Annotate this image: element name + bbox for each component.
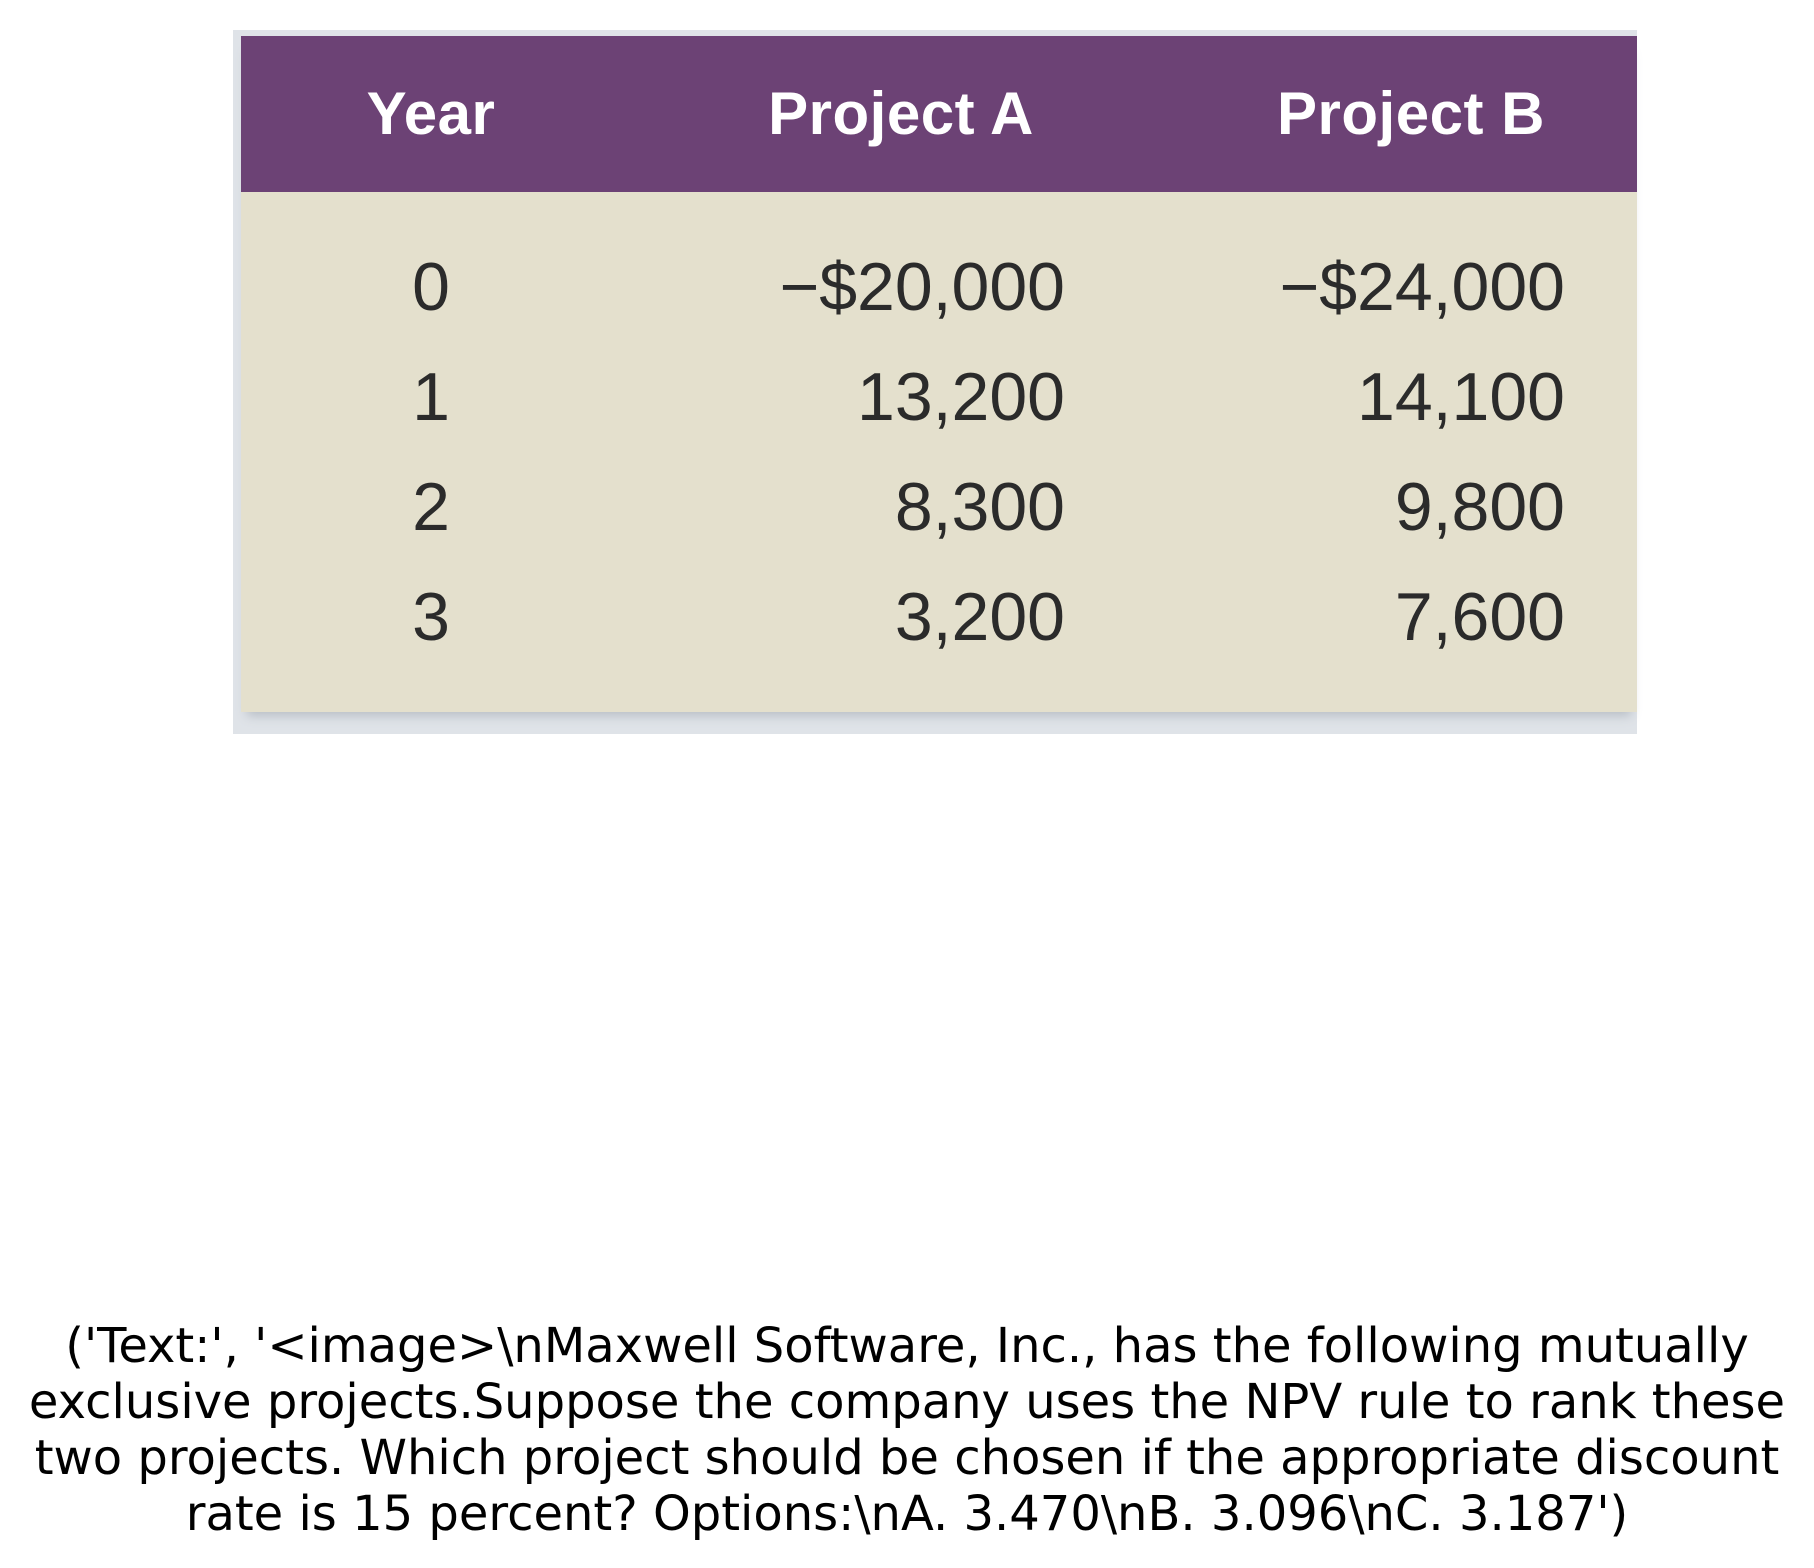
table-header-row: Year Project A Project B (241, 36, 1637, 192)
table-row: 3 3,200 7,600 (241, 562, 1637, 672)
header-project-b: Project B (1277, 80, 1545, 147)
table-row: 2 8,300 9,800 (241, 452, 1637, 562)
cell-project-a: 3,200 (894, 579, 1065, 655)
cell-year: 0 (412, 249, 450, 325)
cell-project-b: 9,800 (1394, 469, 1565, 545)
question-text: ('Text:', '<image>\nMaxwell Software, In… (28, 1318, 1786, 1542)
cell-project-a: 13,200 (857, 359, 1065, 435)
cell-year: 3 (412, 579, 450, 655)
header-year: Year (366, 80, 496, 147)
header-project-a: Project A (768, 80, 1034, 147)
cash-flow-table-figure: Year Project A Project B 0 −$20,000 −$24… (233, 30, 1637, 734)
table-row: 1 13,200 14,100 (241, 342, 1637, 452)
cell-project-a: −$20,000 (779, 249, 1065, 325)
cell-year: 2 (412, 469, 450, 545)
cell-project-a: 8,300 (894, 469, 1065, 545)
cell-year: 1 (412, 359, 450, 435)
cell-project-b: −$24,000 (1279, 249, 1565, 325)
table-body: 0 −$20,000 −$24,000 1 13,200 14,100 2 8,… (241, 192, 1637, 672)
cell-project-b: 14,100 (1357, 359, 1565, 435)
cash-flow-table: Year Project A Project B 0 −$20,000 −$24… (241, 36, 1637, 712)
cell-project-b: 7,600 (1394, 579, 1565, 655)
table-row: 0 −$20,000 −$24,000 (241, 232, 1637, 342)
